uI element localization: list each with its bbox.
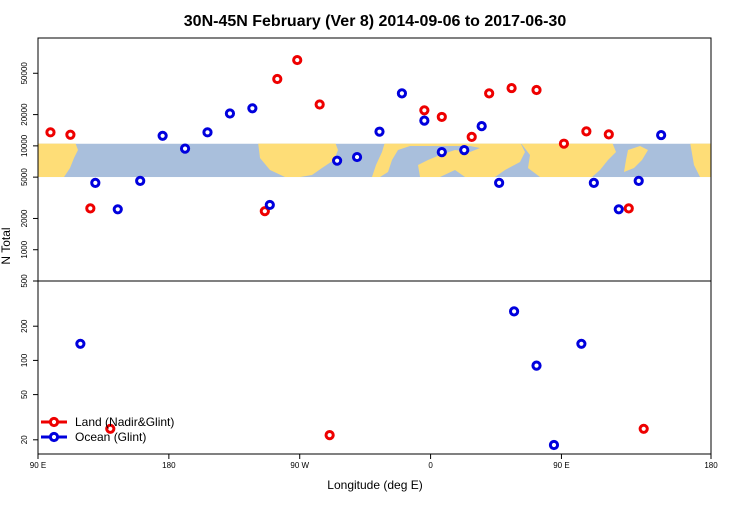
x-tick-label: 90 E — [553, 461, 569, 470]
land-point — [484, 88, 495, 99]
y-axis-label: N Total — [0, 227, 13, 264]
y-tick-label: 20000 — [20, 103, 29, 126]
x-tick-label: 180 — [704, 461, 718, 470]
ocean-point — [135, 175, 146, 186]
ocean-point — [548, 439, 560, 451]
land-point — [272, 73, 283, 85]
ocean-point — [508, 306, 520, 317]
y-tick-label: 1000 — [20, 240, 29, 258]
legend-marker-ocean — [48, 431, 60, 443]
legend-item-ocean: Ocean (Glint) — [41, 430, 146, 444]
ocean-point — [224, 108, 236, 119]
y-axis-lower: 200 100 50 20 — [20, 319, 38, 444]
land-point — [506, 82, 517, 94]
ocean-point — [75, 338, 86, 349]
ocean-point — [202, 127, 213, 138]
ocean-point — [332, 155, 343, 166]
ocean-point — [351, 151, 363, 163]
plot-frame — [37, 37, 712, 455]
land-point — [259, 206, 270, 217]
x-tick-label: 90 E — [30, 461, 46, 470]
ocean-point — [179, 143, 191, 154]
ocean-point — [247, 103, 258, 114]
ocean-point — [613, 204, 624, 215]
ocean-point — [396, 88, 408, 99]
land-point — [436, 111, 447, 123]
ocean-point — [633, 175, 644, 186]
land-point — [105, 423, 116, 434]
x-axis-label: Longitude (deg E) — [327, 478, 422, 492]
land-point — [638, 423, 649, 434]
ocean-point — [157, 130, 168, 141]
chart-title: 30N-45N February (Ver 8) 2014-09-06 to 2… — [184, 13, 567, 30]
x-axis: 90 E 180 90 W 0 90 E 180 — [30, 454, 718, 470]
ocean-point — [656, 129, 667, 141]
land-point — [419, 105, 430, 116]
ocean-point — [112, 204, 123, 215]
ocean-point — [531, 360, 542, 371]
land-point — [466, 131, 477, 142]
ocean-point — [459, 145, 470, 156]
y-tick-label: 100 — [20, 353, 29, 367]
land-point — [324, 430, 335, 441]
ocean-point — [576, 338, 587, 349]
y-tick-label: 500 — [20, 274, 29, 288]
x-tick-label: 0 — [428, 461, 433, 470]
land-point — [531, 84, 542, 96]
y-tick-label: 50000 — [20, 62, 29, 85]
y-tick-label: 2000 — [20, 209, 29, 227]
y-tick-label: 200 — [20, 319, 29, 333]
land-point — [623, 203, 634, 214]
land-point — [85, 203, 96, 214]
y-tick-label: 50 — [20, 390, 29, 399]
map-land — [38, 143, 711, 177]
x-tick-label: 180 — [162, 461, 176, 470]
y-tick-label: 20 — [20, 435, 29, 444]
legend: Land (Nadir&Glint) Ocean (Glint) — [41, 415, 174, 444]
y-tick-label: 5000 — [20, 168, 29, 186]
land-point — [65, 129, 76, 140]
ocean-point — [494, 177, 505, 188]
land-point — [292, 54, 303, 66]
ocean-point — [374, 126, 385, 137]
land-point — [45, 127, 56, 138]
land-point — [314, 99, 325, 110]
legend-item-land: Land (Nadir&Glint) — [41, 415, 174, 429]
x-tick-label: 90 W — [290, 461, 309, 470]
ocean-point — [90, 177, 101, 188]
ocean-point — [436, 147, 447, 158]
land-point — [558, 138, 570, 149]
legend-label-ocean: Ocean (Glint) — [75, 430, 146, 444]
legend-marker-land — [48, 416, 60, 428]
land-point — [603, 129, 614, 140]
ocean-point — [264, 199, 275, 211]
world-map-band — [38, 143, 711, 178]
ocean-point — [476, 120, 487, 132]
legend-label-land: Land (Nadir&Glint) — [75, 415, 174, 429]
y-tick-label: 10000 — [20, 134, 29, 157]
data-points — [45, 54, 667, 451]
y-axis-upper: 50000 20000 10000 5000 2000 1000 500 — [20, 62, 38, 288]
ocean-point — [419, 115, 430, 126]
ocean-point — [588, 177, 599, 188]
land-point — [581, 126, 592, 137]
